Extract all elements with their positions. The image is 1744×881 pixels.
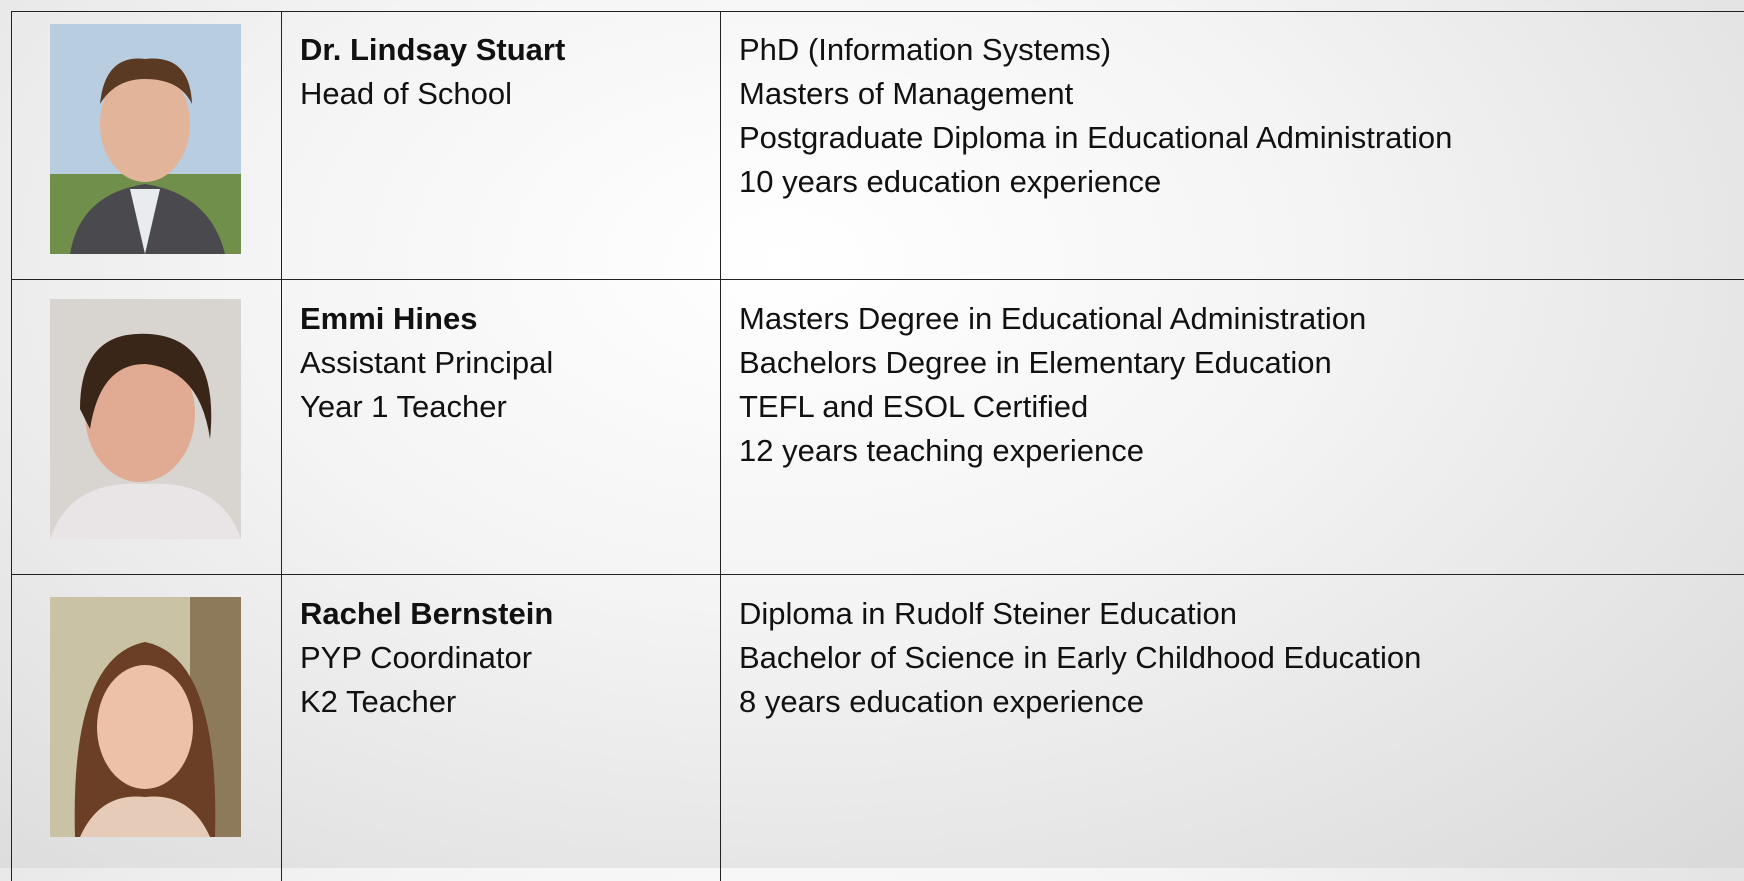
column-border	[11, 11, 12, 881]
photo	[50, 597, 241, 837]
staff-table: Dr. Lindsay Stuart Head of School PhD (Inf…	[11, 11, 1744, 881]
staff-role: Head of School	[300, 76, 512, 111]
photo	[50, 299, 241, 539]
column-border	[281, 11, 282, 881]
qualifications: Diploma in Rudolf Steiner Education Bache…	[739, 592, 1421, 724]
qualification: Masters of Management	[739, 76, 1074, 111]
staff-info: Emmi Hines Assistant Principal Year 1 Teac…	[300, 297, 553, 429]
staff-role: Assistant Principal	[300, 345, 554, 380]
qualifications: Masters Degree in Educational Administra…	[739, 297, 1366, 473]
staff-name: Dr. Lindsay Stuart	[300, 32, 566, 67]
qualification: PhD (Information Systems)	[739, 32, 1112, 67]
column-border	[720, 11, 721, 881]
qualification: Postgraduate Diploma in Educational Admi…	[739, 120, 1453, 155]
photo	[50, 24, 241, 254]
row-border	[11, 11, 1744, 12]
staff-role: PYP Coordinator	[300, 640, 533, 675]
qualification: 8 years education experience	[739, 684, 1144, 719]
staff-info: Rachel Bernstein PYP Coordinator K2 Teache…	[300, 592, 553, 724]
row-border	[11, 574, 1744, 575]
qualification: Bachelor of Science in Early Childhood E…	[739, 640, 1422, 675]
qualification: Masters Degree in Educational Administra…	[739, 301, 1367, 336]
qualification: Diploma in Rudolf Steiner Education	[739, 596, 1237, 631]
qualification: Bachelors Degree in Elementary Education	[739, 345, 1332, 380]
staff-info: Dr. Lindsay Stuart Head of School	[300, 28, 565, 116]
qualification: 10 years education experience	[739, 164, 1162, 199]
row-border	[11, 279, 1744, 280]
qualification: TEFL and ESOL Certified	[739, 389, 1089, 424]
staff-role: K2 Teacher	[300, 684, 457, 719]
staff-name: Rachel Bernstein	[300, 596, 554, 631]
staff-role: Year 1 Teacher	[300, 389, 507, 424]
qualifications: PhD (Information Systems) Masters of Mana…	[739, 28, 1452, 204]
staff-name: Emmi Hines	[300, 301, 478, 336]
qualification: 12 years teaching experience	[739, 433, 1144, 468]
